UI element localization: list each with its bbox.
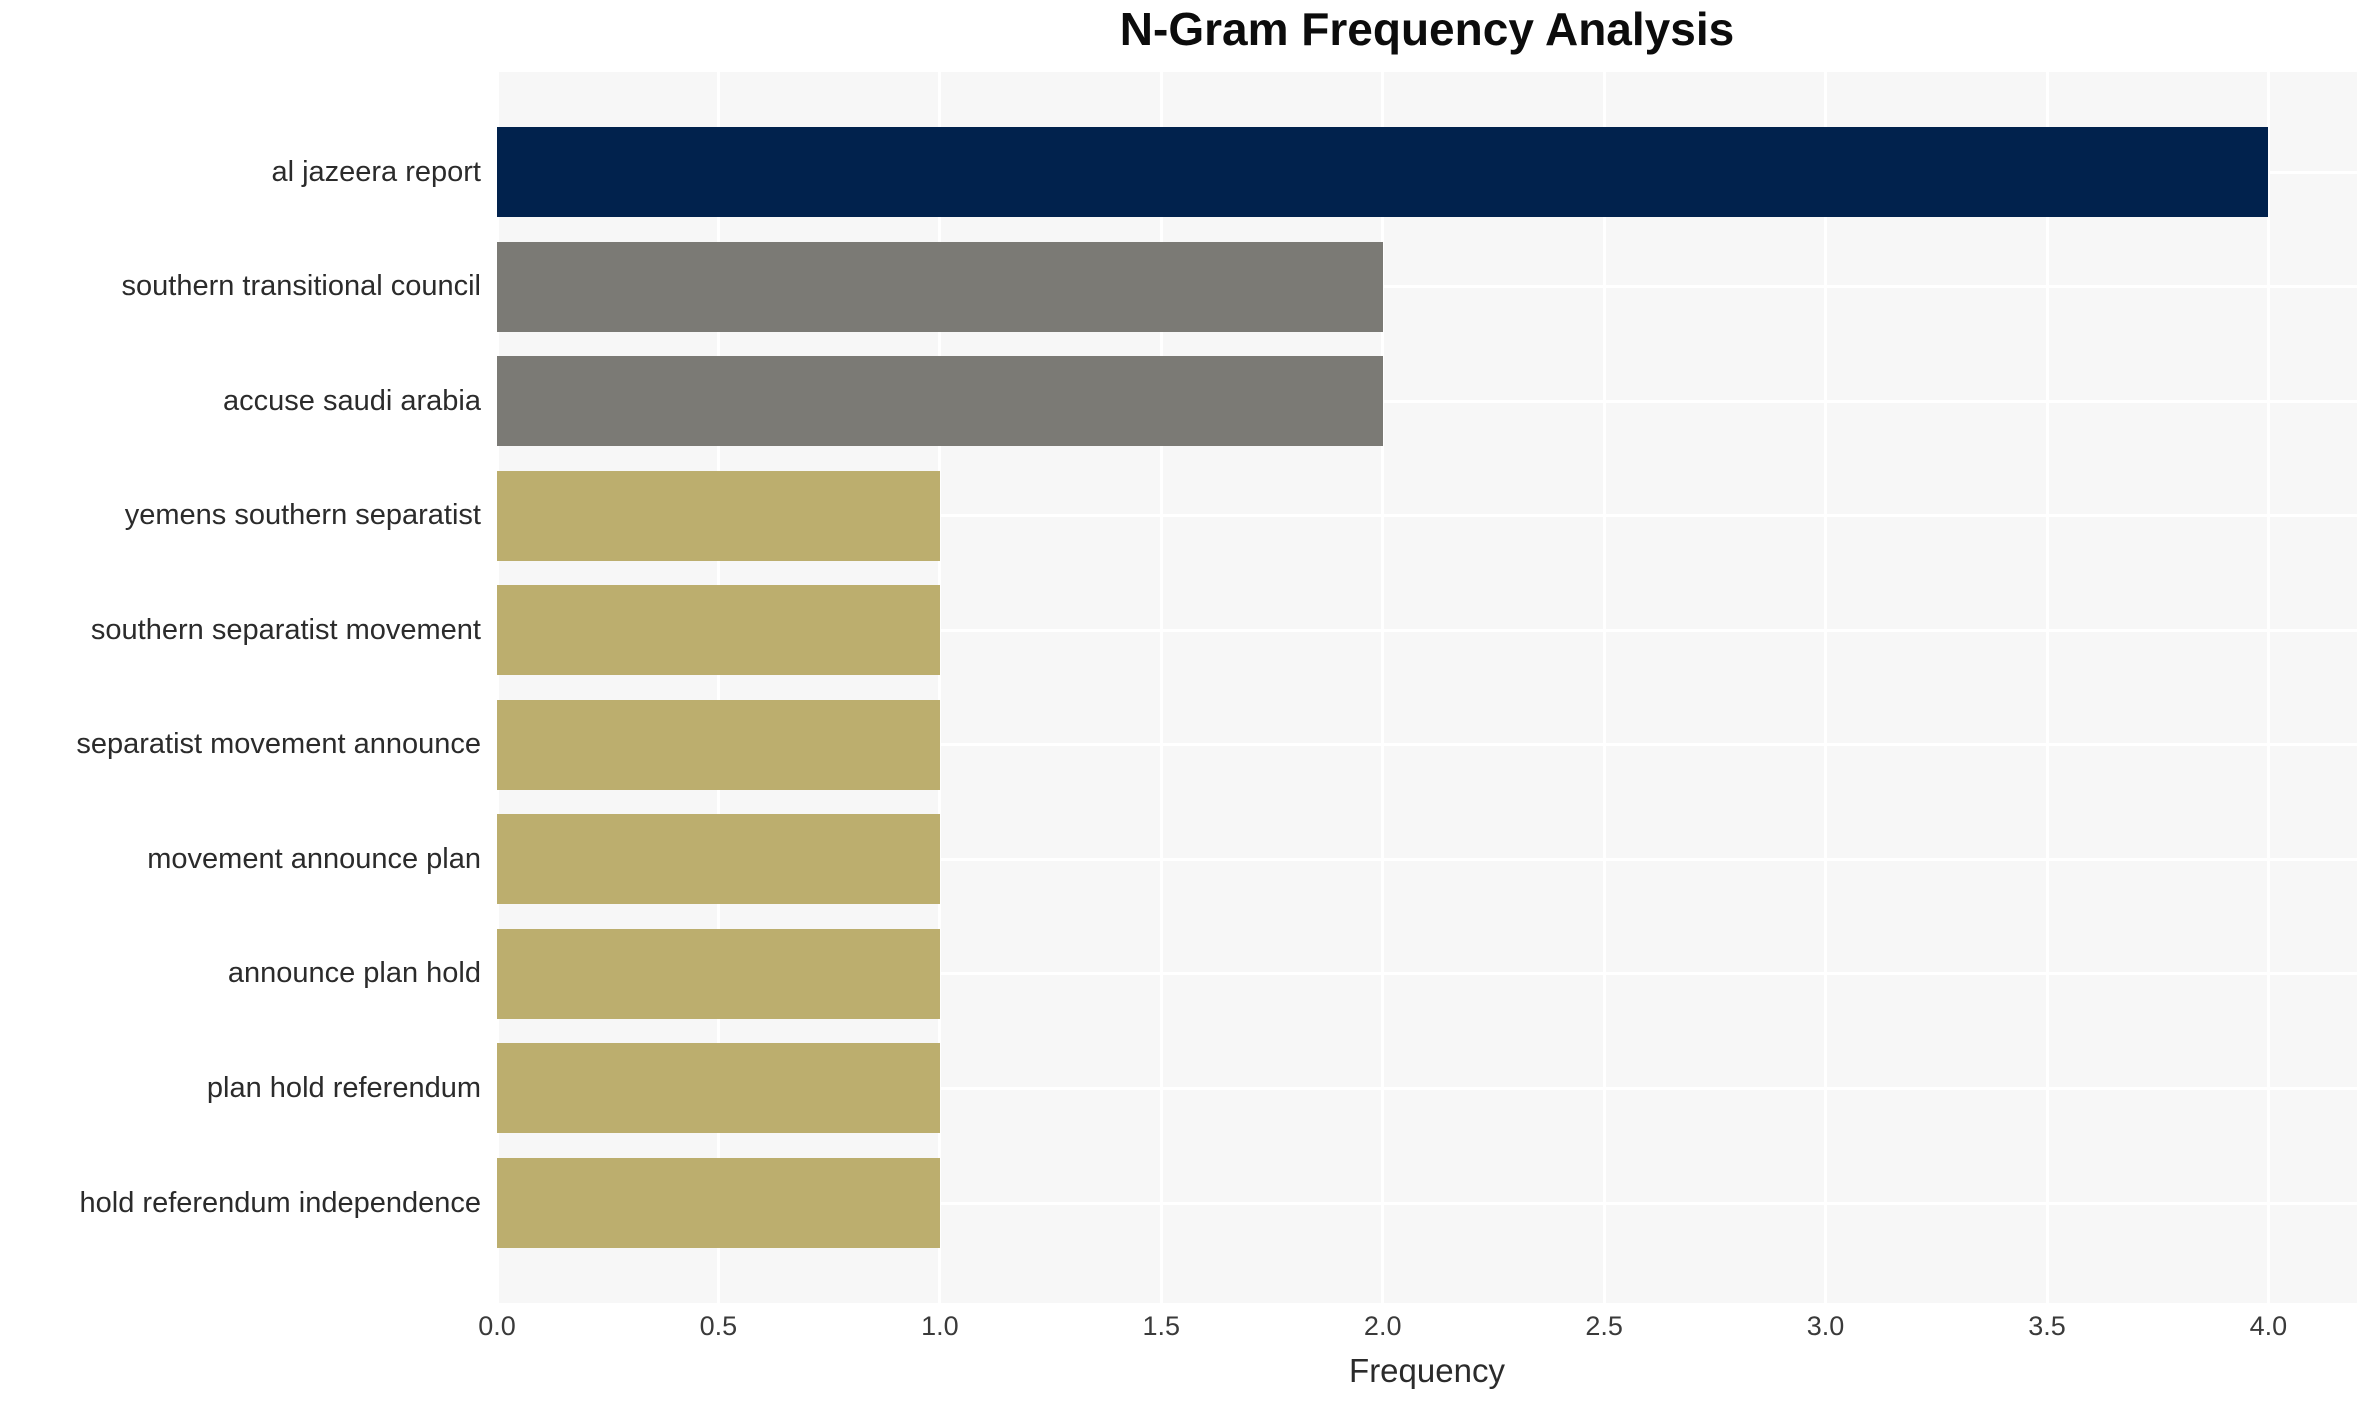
category-label: announce plan hold bbox=[227, 957, 481, 990]
bar bbox=[497, 356, 1383, 447]
horizontal-gridline bbox=[497, 399, 2357, 403]
category-label: plan hold referendum bbox=[206, 1071, 481, 1104]
vertical-gridline bbox=[1159, 72, 1163, 1303]
horizontal-gridline bbox=[497, 857, 2357, 861]
vertical-gridline bbox=[1602, 72, 1606, 1303]
category-axis: al jazeera report southern transitional c… bbox=[0, 72, 481, 1303]
category-label: accuse saudi arabia bbox=[223, 384, 481, 417]
bar bbox=[497, 1043, 940, 1134]
category-label: hold referendum independence bbox=[79, 1186, 481, 1219]
horizontal-gridline bbox=[497, 743, 2357, 747]
category-label: yemens southern separatist bbox=[124, 499, 481, 532]
x-tick-label: 0.0 bbox=[478, 1311, 516, 1341]
horizontal-gridline bbox=[497, 1086, 2357, 1090]
category-label: movement announce plan bbox=[147, 842, 481, 875]
x-axis-label: Frequency bbox=[1349, 1352, 1505, 1389]
horizontal-gridline bbox=[497, 514, 2357, 518]
plot-area bbox=[497, 72, 2357, 1303]
horizontal-gridline bbox=[497, 285, 2357, 289]
x-tick-label: 2.0 bbox=[1363, 1311, 1402, 1341]
horizontal-gridline bbox=[497, 1201, 2357, 1205]
category-label: separatist movement announce bbox=[76, 728, 481, 761]
x-tick-label: 2.5 bbox=[1585, 1311, 1623, 1341]
vertical-gridline bbox=[2266, 72, 2270, 1303]
bar bbox=[497, 241, 1383, 332]
bar bbox=[497, 585, 940, 676]
x-tick-label: 1.0 bbox=[921, 1311, 959, 1341]
category-label: southern separatist movement bbox=[90, 613, 481, 646]
vertical-gridline bbox=[716, 72, 720, 1303]
bar bbox=[497, 1158, 940, 1249]
x-tick-label: 0.5 bbox=[699, 1311, 738, 1341]
x-tick-label: 1.5 bbox=[1142, 1311, 1181, 1341]
x-axis-ticks: 0.0 0.5 1.0 1.5 2.0 2.5 3.0 3.5 4.0 bbox=[478, 1311, 2357, 1351]
bar bbox=[497, 814, 940, 905]
vertical-gridline bbox=[497, 72, 499, 1303]
bar bbox=[497, 928, 940, 1019]
category-label: southern transitional council bbox=[121, 270, 481, 303]
bar bbox=[497, 127, 2269, 217]
bar bbox=[497, 470, 940, 561]
x-tick-label: 4.0 bbox=[2249, 1311, 2288, 1341]
x-tick-label: 3.5 bbox=[2028, 1311, 2066, 1341]
horizontal-gridline bbox=[497, 628, 2357, 632]
category-label: al jazeera report bbox=[271, 155, 481, 188]
bar bbox=[497, 699, 940, 790]
vertical-gridline bbox=[1824, 72, 1828, 1303]
chart-title: N-Gram Frequency Analysis bbox=[1119, 3, 1735, 55]
vertical-gridline bbox=[938, 72, 942, 1303]
x-tick-label: 3.0 bbox=[1806, 1311, 1845, 1341]
horizontal-gridline bbox=[497, 972, 2357, 976]
vertical-gridline bbox=[1381, 72, 1385, 1303]
vertical-gridline bbox=[2045, 72, 2049, 1303]
